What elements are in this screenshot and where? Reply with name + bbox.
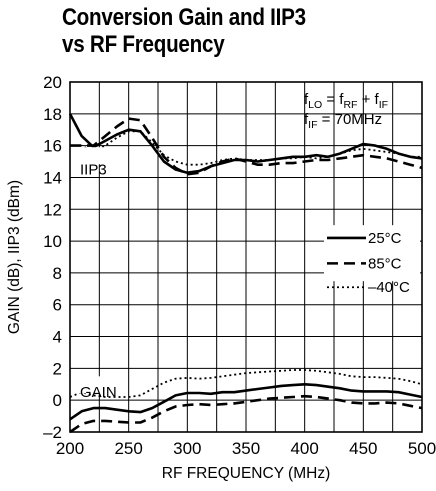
series-gain-dashed — [69, 394, 423, 434]
chart-title: Conversion Gain and IIP3 vs RF Frequency — [62, 4, 380, 58]
iip3-label: IIP3 — [80, 161, 107, 178]
series-iip3-dashed — [70, 117, 423, 176]
series-gain-solid — [69, 382, 423, 421]
y-tick-label: 10 — [43, 232, 62, 251]
x-tick-label: 450 — [349, 439, 377, 458]
x-tick-label: 250 — [114, 439, 142, 458]
y-tick-label: 18 — [43, 105, 62, 124]
y-tick-label: 12 — [43, 200, 62, 219]
legend-label-85c: 85°C — [368, 255, 402, 272]
series-lines — [68, 113, 423, 434]
gain-label-background — [76, 376, 126, 394]
plot-frame — [69, 81, 423, 433]
y-tick-label: 16 — [43, 137, 62, 156]
x-tick-label: 300 — [173, 439, 201, 458]
legend-label-25c: 25°C — [368, 230, 402, 247]
y-tick-label: 20 — [43, 73, 62, 92]
chart-title-line-2: vs RF Frequency — [62, 31, 225, 58]
legend-label-minus40c: –40°C — [368, 279, 410, 296]
y-tick-label: 2 — [53, 359, 62, 378]
gain-label: GAIN — [80, 384, 117, 401]
series-gain-dotted — [69, 369, 423, 398]
y-tick-label: 6 — [53, 296, 62, 315]
legend-background — [324, 225, 420, 282]
y-tick-label: 0 — [53, 391, 62, 410]
y-tick-label: 4 — [53, 328, 62, 347]
x-tick-label: 500 — [408, 439, 436, 458]
chart-title-line-1: Conversion Gain and IIP3 — [62, 4, 306, 31]
x-axis-label: RF FREQUENCY (MHz) — [162, 465, 331, 482]
y-axis-label: GAIN (dB), IIP3 (dBm) — [6, 180, 23, 334]
y-tick-label: –2 — [43, 423, 62, 442]
x-tick-label: 200 — [56, 439, 84, 458]
x-tick-label: 350 — [232, 439, 260, 458]
y-tick-label: 14 — [43, 168, 62, 187]
legend: 25°C 85°C –40°C — [324, 225, 420, 296]
annotation-fif: fIF = 70MHz — [304, 111, 382, 131]
series-iip3-dotted — [70, 130, 422, 166]
iip3-label-background — [76, 147, 118, 165]
tick-labels: –2 0 2 4 6 8 10 12 14 16 18 20 200 250 300 350 400 450 500 — [43, 73, 436, 458]
x-tick-label: 400 — [290, 439, 318, 458]
annotation-flo: fLO = fRF + fIF — [304, 91, 388, 111]
y-tick-label: 8 — [53, 264, 62, 283]
